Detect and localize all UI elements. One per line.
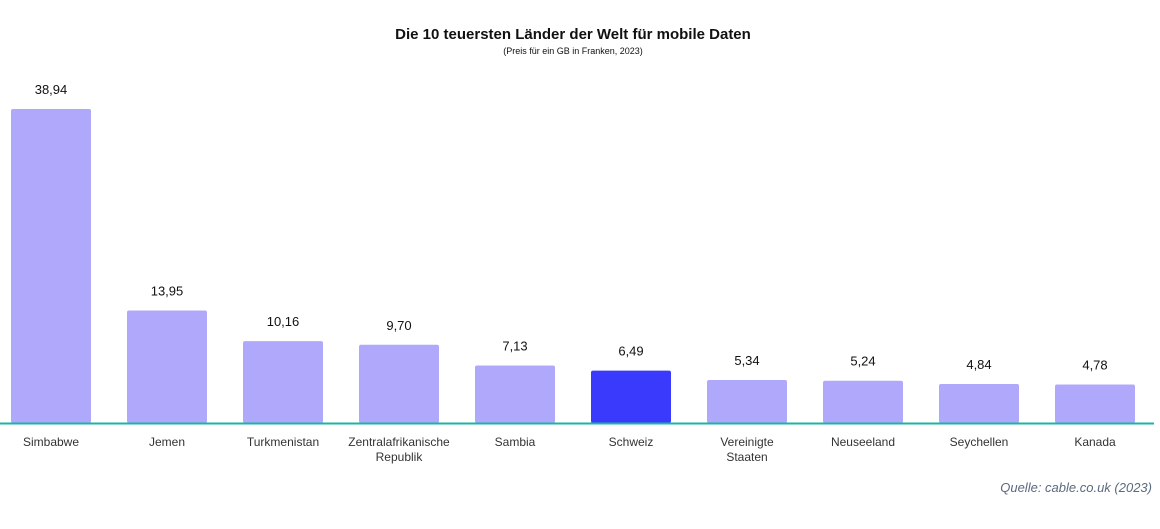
value-label: 38,94 bbox=[35, 82, 68, 97]
bar-seychellen bbox=[939, 383, 1019, 423]
value-label: 7,13 bbox=[502, 339, 527, 354]
bar-schweiz bbox=[591, 370, 671, 423]
category-label: Jemen bbox=[149, 435, 185, 449]
category-label: Simbabwe bbox=[23, 435, 79, 449]
category-label: Seychellen bbox=[950, 435, 1009, 449]
value-label: 5,24 bbox=[850, 354, 875, 369]
value-label: 5,34 bbox=[734, 353, 759, 368]
value-label: 9,70 bbox=[386, 318, 411, 333]
bar-kanada bbox=[1055, 384, 1135, 423]
source-note: Quelle: cable.co.uk (2023) bbox=[1000, 480, 1152, 495]
chart-title: Die 10 teuersten Länder der Welt für mob… bbox=[395, 26, 751, 43]
bar-simbabwe bbox=[11, 109, 91, 423]
bar-jemen bbox=[127, 310, 207, 423]
category-label: Vereinigte Staaten bbox=[720, 435, 774, 464]
chart-subtitle: (Preis für ein GB in Franken, 2023) bbox=[503, 46, 643, 56]
category-label: Kanada bbox=[1074, 435, 1116, 449]
bar-neuseeland bbox=[823, 380, 903, 423]
category-label: Zentralafrikanische Republik bbox=[348, 435, 450, 464]
value-label: 13,95 bbox=[151, 284, 184, 299]
bar-vereinigte-staaten bbox=[707, 379, 787, 423]
bar-turkmenistan bbox=[243, 341, 323, 423]
value-label: 10,16 bbox=[267, 314, 300, 329]
bar-sambia bbox=[475, 365, 555, 423]
category-label: Schweiz bbox=[609, 435, 654, 449]
value-label: 4,78 bbox=[1082, 357, 1107, 372]
category-label: Turkmenistan bbox=[247, 435, 319, 449]
value-label: 4,84 bbox=[966, 357, 991, 372]
bar-zentralafrikanische-republik bbox=[359, 344, 439, 423]
category-label: Neuseeland bbox=[831, 435, 895, 449]
category-label: Sambia bbox=[495, 435, 536, 449]
value-label: 6,49 bbox=[618, 344, 643, 359]
